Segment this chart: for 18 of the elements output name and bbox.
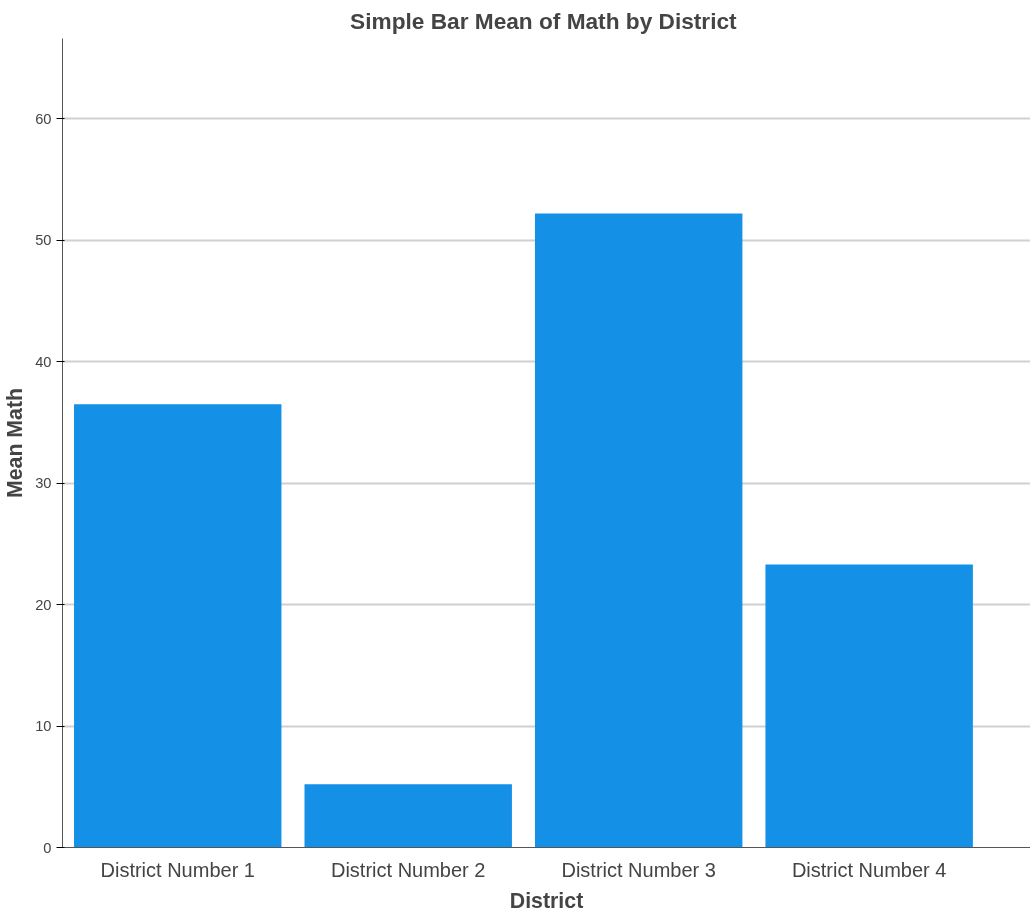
bar	[304, 784, 512, 848]
y-tick-label: 40	[35, 353, 52, 370]
bar	[534, 213, 743, 848]
y-tick-label: 20	[35, 596, 52, 613]
bar	[74, 404, 282, 848]
bar	[765, 564, 973, 848]
x-tick-label: District Number 4	[791, 858, 947, 881]
x-axis-title: District	[509, 888, 584, 913]
y-tick-label: 10	[35, 718, 52, 735]
y-tick-label: 50	[35, 232, 52, 249]
y-tick-label: 30	[35, 475, 52, 492]
x-tick-label: District Number 1	[100, 858, 255, 881]
chart-title: Simple Bar Mean of Math by District	[350, 7, 738, 34]
y-tick-label: 60	[35, 110, 52, 127]
x-tick-label: District Number 3	[561, 858, 716, 881]
y-tick-label: 0	[43, 839, 52, 856]
x-tick-label: District Number 2	[330, 858, 486, 881]
y-axis-title: Mean Math	[3, 387, 28, 499]
